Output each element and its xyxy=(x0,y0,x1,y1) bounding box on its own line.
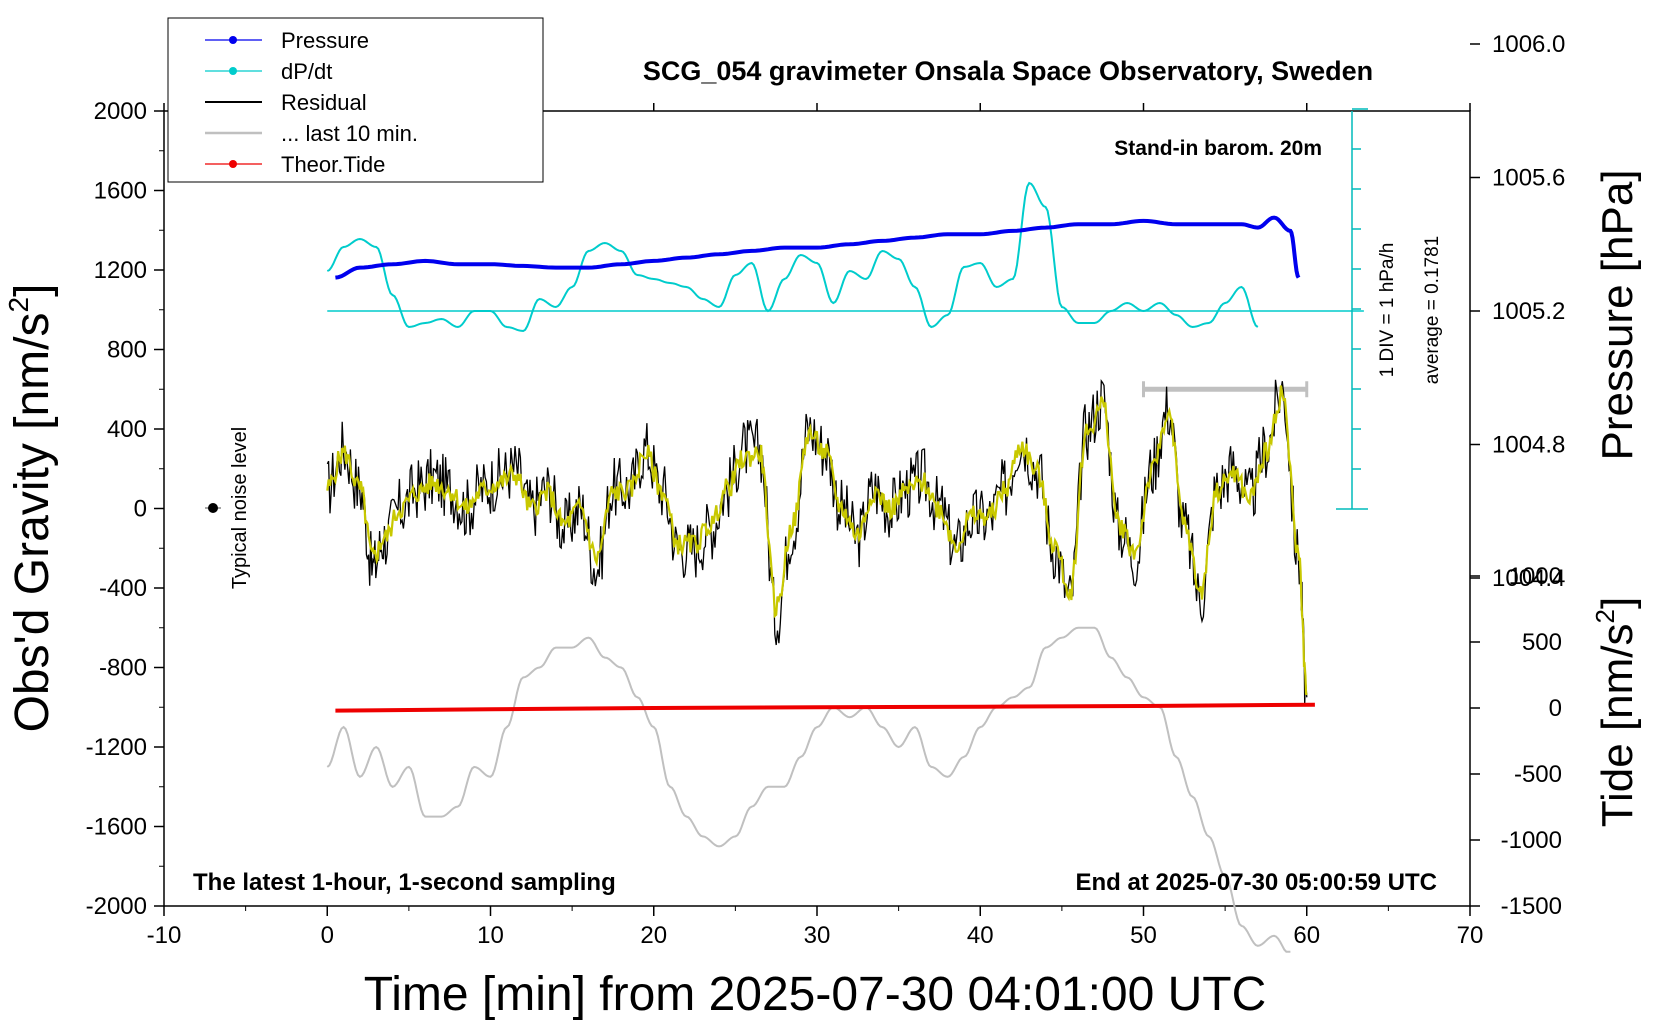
tide-axis-label-end: ] xyxy=(1593,597,1642,609)
dpdt-line xyxy=(326,181,1259,333)
end-time-note: End at 2025-07-30 05:00:59 UTC xyxy=(1076,869,1438,896)
y-tick-label: 400 xyxy=(107,416,147,443)
legend-label: Residual xyxy=(281,90,367,115)
y-axis-label-main: Obs'd Gravity [nm/s xyxy=(6,312,59,732)
tide-axis-label-sup: 2 xyxy=(1590,609,1620,623)
legend-marker xyxy=(229,160,237,168)
y-tick-label: -400 xyxy=(99,575,147,602)
tide-tick-label: 0 xyxy=(1549,695,1562,722)
tide-tick-label: 1000 xyxy=(1509,563,1562,590)
x-tick-label: 30 xyxy=(804,922,831,949)
theor-tide-line xyxy=(335,702,1315,713)
x-tick-label: 0 xyxy=(321,922,334,949)
x-tick-label: 60 xyxy=(1293,922,1320,949)
legend-marker xyxy=(229,36,237,44)
chart-title: SCG_054 gravimeter Onsala Space Observat… xyxy=(643,56,1373,86)
y-tick-label: 1600 xyxy=(94,178,147,205)
pressure-axis-label: Pressure [hPa] xyxy=(1593,169,1642,460)
tide-tick-label: -1000 xyxy=(1501,827,1562,854)
pressure-tick-label: 1004.4 xyxy=(1492,565,1565,592)
tide-tick-label: -1500 xyxy=(1501,893,1562,920)
y-axis-label-end: ] xyxy=(6,284,59,297)
legend-label: ... last 10 min. xyxy=(281,121,418,146)
x-tick-label: 10 xyxy=(477,922,504,949)
y-tick-label: -1200 xyxy=(86,734,147,761)
last-10-min-line xyxy=(326,626,1291,953)
tide-tick-label: 500 xyxy=(1522,629,1562,656)
x-tick-label: -10 xyxy=(147,922,182,949)
residual-line xyxy=(326,378,1308,705)
pressure-tick-label: 1004.8 xyxy=(1492,432,1565,459)
barometer-note: Stand-in barom. 20m xyxy=(1114,137,1322,160)
legend-label: Theor.Tide xyxy=(281,152,385,177)
div-label: 1 DIV = 1 hPa/h xyxy=(1377,243,1398,378)
tide-axis-label-main: Tide [nm/s xyxy=(1593,623,1642,827)
y-tick-label: 0 xyxy=(134,496,147,523)
tide-tick-label: -500 xyxy=(1514,761,1562,788)
residual-smoothed-line xyxy=(326,385,1308,696)
series-layer xyxy=(326,181,1364,953)
tide-axis-label: Tide [nm/s2] xyxy=(1590,597,1642,827)
plot-frame xyxy=(163,110,1471,907)
x-tick-label: 40 xyxy=(967,922,994,949)
legend: Pressure dP/dt Residual ... last 10 min. The… xyxy=(167,17,544,183)
dpdt-scale-bar xyxy=(1336,108,1368,510)
pressure-tick-label: 1005.6 xyxy=(1492,165,1565,192)
noise-label: Typical noise level xyxy=(229,427,251,589)
legend-marker xyxy=(229,67,237,75)
y-tick-label: -1600 xyxy=(86,814,147,841)
y-axis-label-sup: 2 xyxy=(3,297,34,313)
x-tick-label: 50 xyxy=(1130,922,1157,949)
sampling-note: The latest 1-hour, 1-second sampling xyxy=(193,869,616,896)
y-axis-label: Obs'd Gravity [nm/s2] xyxy=(3,284,59,733)
noise-level-marker xyxy=(205,503,221,513)
tick-layer: -10 0 10 20 30 40 50 60 70 2000 1600 1200 800 400 0 -40… xyxy=(86,31,1566,949)
y-tick-label: 800 xyxy=(107,337,147,364)
y-tick-label: 1200 xyxy=(94,257,147,284)
y-tick-label: -800 xyxy=(99,655,147,682)
pressure-tick-label: 1005.2 xyxy=(1492,298,1565,325)
pressure-line xyxy=(335,215,1301,280)
x-tick-label: 20 xyxy=(640,922,667,949)
x-axis-label: Time [min] from 2025-07-30 04:01:00 UTC xyxy=(364,968,1267,1020)
legend-label: Pressure xyxy=(281,28,369,53)
y-tick-label: 2000 xyxy=(94,98,147,125)
x-tick-label: 70 xyxy=(1457,922,1484,949)
legend-label: dP/dt xyxy=(281,59,332,84)
pressure-tick-label: 1006.0 xyxy=(1492,31,1565,58)
average-label: average = 0.1781 xyxy=(1422,236,1443,384)
y-tick-label: -2000 xyxy=(86,893,147,920)
